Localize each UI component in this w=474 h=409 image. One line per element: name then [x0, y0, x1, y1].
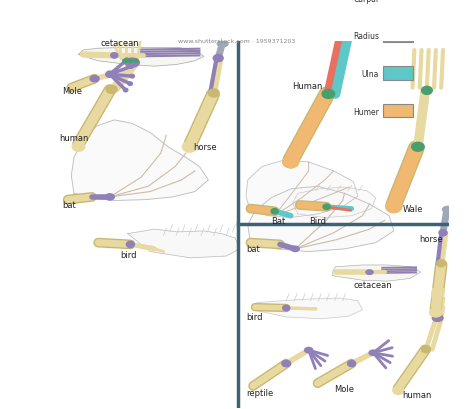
Bar [383, 105, 413, 118]
Text: Radius: Radius [353, 32, 379, 41]
Ellipse shape [347, 360, 356, 367]
Ellipse shape [283, 306, 290, 311]
Ellipse shape [305, 348, 313, 353]
Ellipse shape [339, 22, 354, 31]
Text: horse: horse [419, 234, 442, 243]
Text: reptile: reptile [246, 388, 273, 397]
Text: Mole: Mole [63, 87, 82, 96]
Text: Ulna: Ulna [362, 70, 379, 79]
Bar [383, 30, 413, 43]
Text: Bat: Bat [271, 216, 285, 225]
Text: Bird: Bird [309, 216, 326, 225]
Ellipse shape [432, 315, 443, 321]
Ellipse shape [411, 143, 424, 152]
Ellipse shape [111, 54, 118, 59]
Ellipse shape [366, 270, 373, 275]
Ellipse shape [369, 350, 377, 355]
Ellipse shape [106, 86, 117, 94]
Text: cetacean: cetacean [101, 39, 139, 48]
Ellipse shape [421, 346, 430, 353]
Ellipse shape [323, 204, 330, 210]
Bar [383, 0, 413, 5]
Ellipse shape [437, 260, 446, 267]
Polygon shape [79, 48, 204, 67]
Text: human: human [403, 391, 432, 400]
Ellipse shape [443, 207, 452, 213]
Ellipse shape [130, 75, 134, 79]
Ellipse shape [123, 60, 128, 63]
Ellipse shape [105, 194, 114, 200]
Ellipse shape [322, 90, 335, 99]
Ellipse shape [429, 308, 442, 317]
Text: Humer: Humer [353, 107, 379, 116]
Polygon shape [246, 161, 358, 218]
Text: cetacean: cetacean [354, 281, 392, 290]
Text: www.shutterstock.com · 1959371203: www.shutterstock.com · 1959371203 [178, 39, 296, 44]
Ellipse shape [346, 21, 353, 25]
Ellipse shape [106, 72, 114, 78]
Polygon shape [333, 265, 420, 281]
Ellipse shape [439, 230, 447, 236]
Ellipse shape [72, 143, 85, 152]
Ellipse shape [128, 65, 133, 69]
Polygon shape [71, 121, 209, 201]
Text: bat: bat [246, 245, 260, 254]
Ellipse shape [386, 202, 402, 213]
Polygon shape [253, 299, 363, 319]
Ellipse shape [213, 55, 223, 63]
Ellipse shape [334, 21, 340, 25]
Ellipse shape [282, 360, 291, 367]
Ellipse shape [125, 59, 129, 63]
Ellipse shape [393, 387, 403, 394]
Text: Human: Human [292, 82, 323, 91]
Ellipse shape [123, 89, 128, 92]
Ellipse shape [128, 83, 132, 86]
Ellipse shape [217, 42, 228, 48]
Ellipse shape [209, 90, 219, 98]
Text: Carpal: Carpal [354, 0, 379, 4]
Ellipse shape [421, 87, 432, 95]
Ellipse shape [291, 247, 299, 252]
Polygon shape [128, 229, 240, 258]
Text: Wale: Wale [403, 204, 423, 213]
Ellipse shape [283, 157, 299, 169]
Ellipse shape [125, 59, 139, 68]
Ellipse shape [182, 142, 197, 153]
Ellipse shape [271, 209, 278, 214]
Text: bat: bat [63, 200, 76, 209]
Ellipse shape [127, 242, 135, 248]
Polygon shape [292, 188, 376, 218]
Bar [383, 67, 413, 81]
Text: human: human [59, 134, 88, 143]
Polygon shape [248, 187, 394, 252]
Text: Mole: Mole [334, 384, 354, 393]
Ellipse shape [90, 76, 99, 83]
Ellipse shape [134, 60, 138, 63]
Ellipse shape [128, 60, 133, 63]
Text: bird: bird [246, 312, 263, 321]
Text: bird: bird [120, 250, 137, 259]
Ellipse shape [340, 21, 346, 25]
Text: horse: horse [193, 143, 217, 152]
